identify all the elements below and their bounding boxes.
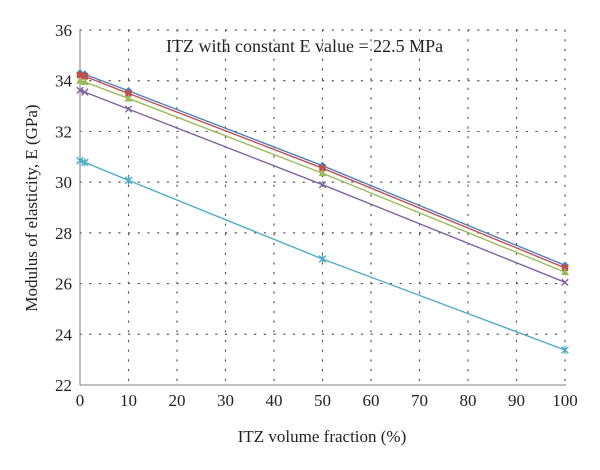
data-point: [318, 169, 327, 177]
data-point: [124, 176, 133, 185]
data-point: [124, 105, 133, 113]
data-point: [561, 264, 569, 272]
x-axis-title: ITZ volume fraction (%): [238, 427, 407, 446]
data-point: [81, 88, 89, 96]
chart-annotation: ITZ with constant E value = 22.5 MPa: [166, 36, 443, 56]
x-tick-label: 70: [411, 391, 428, 410]
tick-labels: 22 24 26 28 30 32 34 36 0 10 20 30 40 50 60 70 80 90 100: [55, 21, 578, 410]
data-point: [318, 254, 327, 263]
data-point: [561, 268, 569, 276]
x-tick-label: 100: [552, 391, 578, 410]
data-point: [124, 94, 133, 102]
data-point: [76, 71, 84, 79]
x-tick-label: 60: [363, 391, 380, 410]
x-tick-label: 90: [508, 391, 525, 410]
data-point: [318, 180, 327, 189]
data-point: [561, 278, 569, 286]
x-tick-label: 0: [76, 391, 85, 410]
y-tick-label: 36: [55, 21, 72, 40]
data-point: [76, 76, 84, 84]
y-tick-label: 26: [55, 275, 72, 294]
data-point: [125, 90, 132, 97]
x-tick-label: 20: [169, 391, 186, 410]
y-tick-label: 28: [55, 224, 72, 243]
x-tick-label: 50: [314, 391, 331, 410]
data-point: [80, 158, 89, 167]
data-point: [76, 86, 84, 95]
series-group: [76, 69, 569, 355]
y-tick-label: 30: [55, 173, 72, 192]
x-tick-label: 10: [120, 391, 137, 410]
data-point: [81, 73, 89, 80]
x-tick-label: 40: [266, 391, 283, 410]
axes: [79, 30, 566, 386]
y-tick-label: 34: [55, 72, 73, 91]
y-tick-label: 22: [55, 376, 72, 395]
y-tick-label: 24: [55, 325, 73, 344]
data-point: [319, 164, 326, 172]
data-point: [80, 77, 89, 85]
y-axis-title: Modulus of elasticity, E (GPa): [22, 104, 41, 311]
data-point: [76, 156, 84, 165]
x-tick-label: 80: [460, 391, 477, 410]
x-tick-label: 30: [217, 391, 234, 410]
data-point: [561, 346, 569, 355]
y-tick-label: 32: [55, 122, 72, 141]
